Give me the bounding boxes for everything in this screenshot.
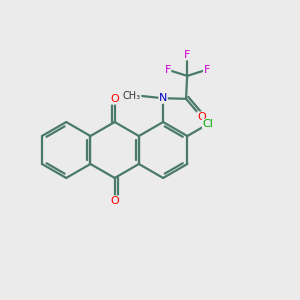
- Text: Cl: Cl: [202, 119, 213, 129]
- Text: CH₃: CH₃: [122, 91, 141, 101]
- Text: F: F: [204, 65, 210, 75]
- Text: F: F: [164, 65, 171, 75]
- Text: N: N: [159, 93, 167, 103]
- Text: O: O: [197, 112, 206, 122]
- Text: O: O: [110, 196, 119, 206]
- Text: O: O: [110, 94, 119, 104]
- Text: F: F: [184, 50, 190, 60]
